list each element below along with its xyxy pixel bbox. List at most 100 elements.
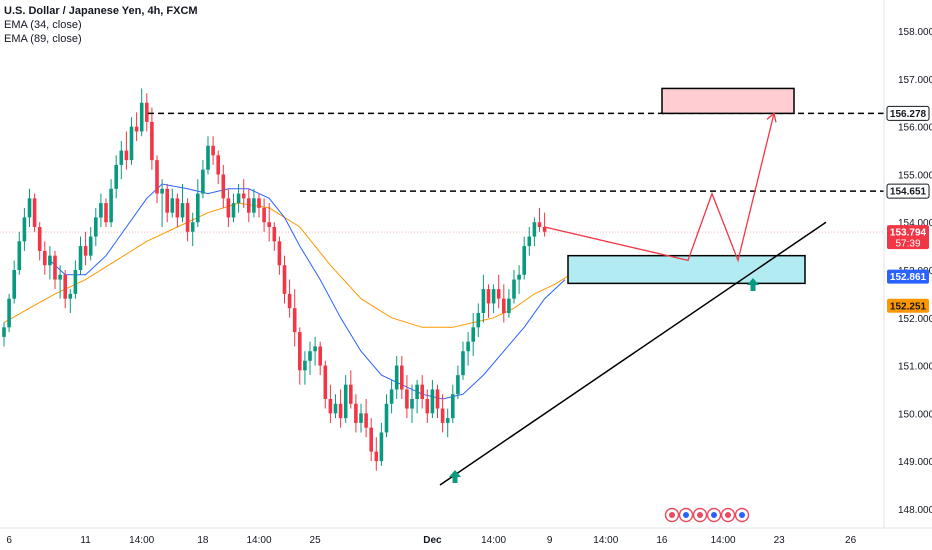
ema-34-legend[interactable]: EMA (34, close) xyxy=(4,19,82,31)
candle-body xyxy=(216,155,220,175)
candle-body xyxy=(282,265,287,294)
candle-body xyxy=(267,222,271,227)
candle-body xyxy=(139,102,144,132)
candle-body xyxy=(252,198,256,213)
candle-body xyxy=(440,408,445,423)
candle-body xyxy=(328,399,333,414)
x-tick-label: 9 xyxy=(547,535,553,546)
x-tick-label: 25 xyxy=(310,535,322,546)
candle-body xyxy=(333,403,338,414)
candle-body xyxy=(338,403,343,419)
price-label-text: 153.794 xyxy=(890,228,927,239)
candle-body xyxy=(88,236,93,256)
y-tick-label: 148.000 xyxy=(898,505,932,516)
candle-body xyxy=(415,384,419,399)
flag-icon xyxy=(711,512,717,518)
candle-body xyxy=(206,145,210,170)
candle-body xyxy=(445,418,450,423)
x-tick-label: 14:00 xyxy=(711,535,736,546)
candle-body xyxy=(58,274,62,280)
price-axis[interactable]: 158.000157.000156.000155.000154.000153.0… xyxy=(883,0,932,528)
ema-89-legend[interactable]: EMA (89, close) xyxy=(4,33,82,45)
candle-body xyxy=(287,293,292,309)
candle-body xyxy=(236,193,241,204)
candle-body xyxy=(476,313,481,328)
ascending-trendline xyxy=(439,221,827,486)
candle-body xyxy=(542,227,547,232)
candle-body xyxy=(17,241,22,270)
candle-body xyxy=(68,293,73,299)
candle-body xyxy=(201,169,205,194)
candle-body xyxy=(384,403,389,433)
candle-body xyxy=(471,327,475,342)
candle-body xyxy=(104,203,108,223)
flag-icon xyxy=(739,512,745,518)
candle-body xyxy=(313,346,317,352)
candle-body xyxy=(323,365,328,399)
candle-body xyxy=(94,217,98,237)
candle-body xyxy=(292,308,297,333)
candle-body xyxy=(2,327,6,337)
y-tick-label: 156.000 xyxy=(898,123,932,134)
candle-body xyxy=(486,289,491,304)
candle-body xyxy=(461,351,465,376)
candle-body xyxy=(420,384,424,399)
candle-body xyxy=(63,274,67,299)
y-tick-label: 154.000 xyxy=(898,218,932,229)
candle-body xyxy=(527,236,532,247)
x-tick-label: 26 xyxy=(845,535,857,546)
price-label-box xyxy=(886,105,930,121)
candle-body xyxy=(53,255,57,280)
up-arrow-low xyxy=(449,470,461,483)
price-label-box xyxy=(887,269,929,284)
candle-body xyxy=(150,121,154,161)
candle-body xyxy=(129,126,134,161)
candle-body xyxy=(32,198,37,227)
candle-body xyxy=(466,341,470,352)
price-label-text: 152.251 xyxy=(890,301,927,312)
candle-body xyxy=(405,389,409,409)
symbol-title[interactable]: U.S. Dollar / Japanese Yen, 4h, FXCM xyxy=(4,5,198,17)
candle-body xyxy=(37,227,42,251)
ema-34-path xyxy=(49,183,566,400)
candle-body xyxy=(196,193,200,223)
candle-body xyxy=(262,207,266,223)
candle-body xyxy=(12,270,16,299)
time-axis[interactable]: 6 11 14:00 18 14:00 25 Dec 14:00 9 14:00 16 14:00 23… xyxy=(0,507,932,547)
candle-body xyxy=(221,174,226,199)
candle-body xyxy=(119,150,124,165)
candle-body xyxy=(155,160,159,194)
candle-body xyxy=(369,427,373,452)
y-tick-label: 155.000 xyxy=(898,170,932,181)
candle-body xyxy=(394,365,399,390)
y-tick-label: 152.000 xyxy=(898,314,932,325)
candle-body xyxy=(134,126,139,132)
x-tick-label: 11 xyxy=(80,535,91,546)
ema-34-line xyxy=(49,183,566,400)
y-tick-label: 150.000 xyxy=(898,409,932,420)
candle-body xyxy=(257,198,261,208)
x-tick-label: 18 xyxy=(197,535,209,546)
candle-body xyxy=(78,246,83,270)
price-label-text: 152.861 xyxy=(890,272,927,283)
x-tick-label: 6 xyxy=(6,535,12,546)
x-tick-label: 14:00 xyxy=(481,535,506,546)
price-label-text: 154.651 xyxy=(890,187,927,198)
candle-body xyxy=(247,198,251,213)
flag-icon xyxy=(669,512,675,518)
candle-body xyxy=(231,203,236,218)
drawings xyxy=(148,87,884,486)
candle-body xyxy=(298,332,302,371)
flag-icon xyxy=(683,512,689,518)
countdown-label: 57:39 xyxy=(895,239,920,250)
candle-body xyxy=(83,246,88,256)
candle-body xyxy=(517,274,521,280)
candle-body xyxy=(73,270,78,294)
flag-icon xyxy=(697,512,703,518)
candle-body xyxy=(496,289,501,299)
candle-body xyxy=(22,217,27,242)
x-tick-label: Dec xyxy=(423,535,442,546)
candle-body xyxy=(502,298,506,313)
candle-body xyxy=(410,399,414,409)
